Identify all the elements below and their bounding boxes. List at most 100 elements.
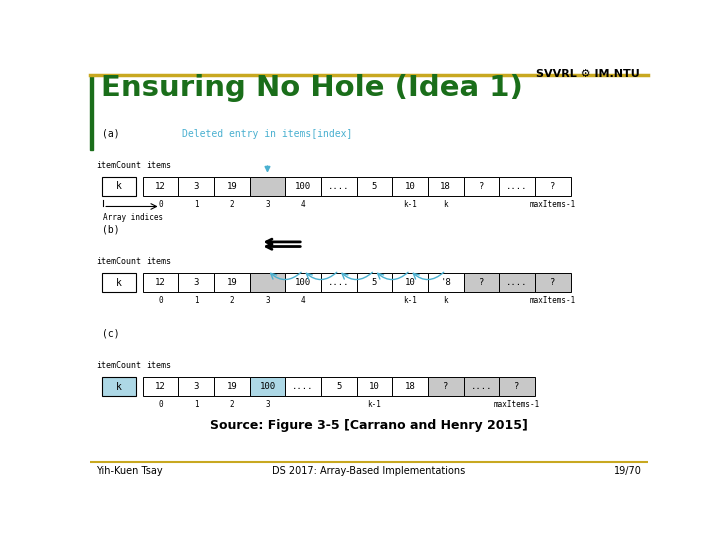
Bar [428, 177, 464, 195]
Text: 10: 10 [369, 382, 380, 391]
Text: k: k [444, 200, 448, 208]
Text: k: k [116, 181, 122, 192]
Text: 1: 1 [194, 200, 199, 208]
Text: 3: 3 [194, 382, 199, 391]
Text: 3: 3 [194, 182, 199, 191]
Bar [392, 273, 428, 292]
Text: '8: '8 [441, 278, 451, 287]
Text: 4: 4 [301, 296, 305, 305]
Text: (c): (c) [102, 329, 120, 339]
Text: itemCount: itemCount [96, 160, 141, 170]
Bar [535, 177, 570, 195]
Bar [143, 377, 179, 396]
Bar [428, 377, 464, 396]
Bar [179, 177, 214, 195]
Text: Yih-Kuen Tsay: Yih-Kuen Tsay [96, 467, 163, 476]
Text: 1: 1 [194, 296, 199, 305]
Bar [356, 273, 392, 292]
Text: Array indices: Array indices [103, 213, 163, 221]
Bar [285, 377, 321, 396]
Text: (b): (b) [102, 225, 120, 235]
Text: ?: ? [550, 182, 555, 191]
Bar [143, 177, 179, 195]
Bar [392, 377, 428, 396]
Text: 12: 12 [155, 382, 166, 391]
Bar [250, 177, 285, 195]
Bar [499, 377, 535, 396]
Text: ?: ? [514, 382, 520, 391]
Text: Source: Figure 3-5 [Carrano and Henry 2015]: Source: Figure 3-5 [Carrano and Henry 20… [210, 418, 528, 431]
Bar [250, 377, 285, 396]
Text: 5: 5 [372, 278, 377, 287]
Text: 12: 12 [155, 182, 166, 191]
Bar [102, 177, 136, 195]
Text: 100: 100 [295, 278, 311, 287]
Text: 18: 18 [441, 182, 451, 191]
Text: ....: .... [506, 278, 528, 287]
Text: Ensuring No Hole (Idea 1): Ensuring No Hole (Idea 1) [101, 74, 523, 102]
Text: 1: 1 [194, 400, 199, 409]
Bar [102, 273, 136, 292]
Text: 2: 2 [230, 296, 234, 305]
Text: ....: .... [328, 278, 349, 287]
Text: 3: 3 [265, 200, 270, 208]
Text: 0: 0 [158, 296, 163, 305]
Bar [285, 273, 321, 292]
Text: items: items [147, 361, 171, 370]
Bar [464, 273, 499, 292]
Bar [356, 177, 392, 195]
Text: SVVRL ⚙ IM.NTU: SVVRL ⚙ IM.NTU [536, 70, 640, 79]
Bar [321, 273, 356, 292]
Text: 0: 0 [158, 400, 163, 409]
Bar [90, 75, 93, 150]
Bar [356, 377, 392, 396]
Text: ....: .... [506, 182, 528, 191]
Text: ?: ? [550, 278, 555, 287]
Bar [464, 377, 499, 396]
Text: items: items [147, 160, 171, 170]
Bar [102, 377, 136, 396]
Text: 18: 18 [405, 382, 415, 391]
Text: 19: 19 [227, 382, 237, 391]
Bar [285, 177, 321, 195]
Text: ?: ? [479, 278, 484, 287]
Bar [428, 273, 464, 292]
Text: 5: 5 [336, 382, 341, 391]
Text: (a): (a) [102, 129, 120, 139]
Text: Deleted entry in items[index]: Deleted entry in items[index] [182, 129, 353, 139]
Bar [499, 273, 535, 292]
Bar [321, 377, 356, 396]
Text: ?: ? [479, 182, 484, 191]
Text: maxItems-1: maxItems-1 [494, 400, 540, 409]
Text: 0: 0 [158, 200, 163, 208]
Text: 2: 2 [230, 400, 234, 409]
Text: 3: 3 [265, 296, 270, 305]
Text: k: k [444, 296, 448, 305]
Text: 12: 12 [155, 278, 166, 287]
Bar [535, 273, 570, 292]
Text: k-1: k-1 [403, 296, 417, 305]
Bar [214, 177, 250, 195]
Text: itemCount: itemCount [96, 256, 141, 266]
Bar [143, 273, 179, 292]
Text: k: k [116, 278, 122, 288]
Text: items: items [147, 256, 171, 266]
Text: k: k [116, 382, 122, 392]
Text: 100: 100 [259, 382, 276, 391]
Bar [214, 377, 250, 396]
Text: k-1: k-1 [367, 400, 382, 409]
Text: ....: .... [292, 382, 314, 391]
Bar [499, 177, 535, 195]
Bar [179, 273, 214, 292]
Text: 19: 19 [227, 278, 237, 287]
Text: k-1: k-1 [403, 200, 417, 208]
Bar [392, 177, 428, 195]
Text: maxItems-1: maxItems-1 [529, 200, 576, 208]
Bar [321, 177, 356, 195]
Bar [214, 273, 250, 292]
Text: 5: 5 [372, 182, 377, 191]
Text: 100: 100 [295, 182, 311, 191]
Text: itemCount: itemCount [96, 361, 141, 370]
Text: 10: 10 [405, 278, 415, 287]
Text: maxItems-1: maxItems-1 [529, 296, 576, 305]
